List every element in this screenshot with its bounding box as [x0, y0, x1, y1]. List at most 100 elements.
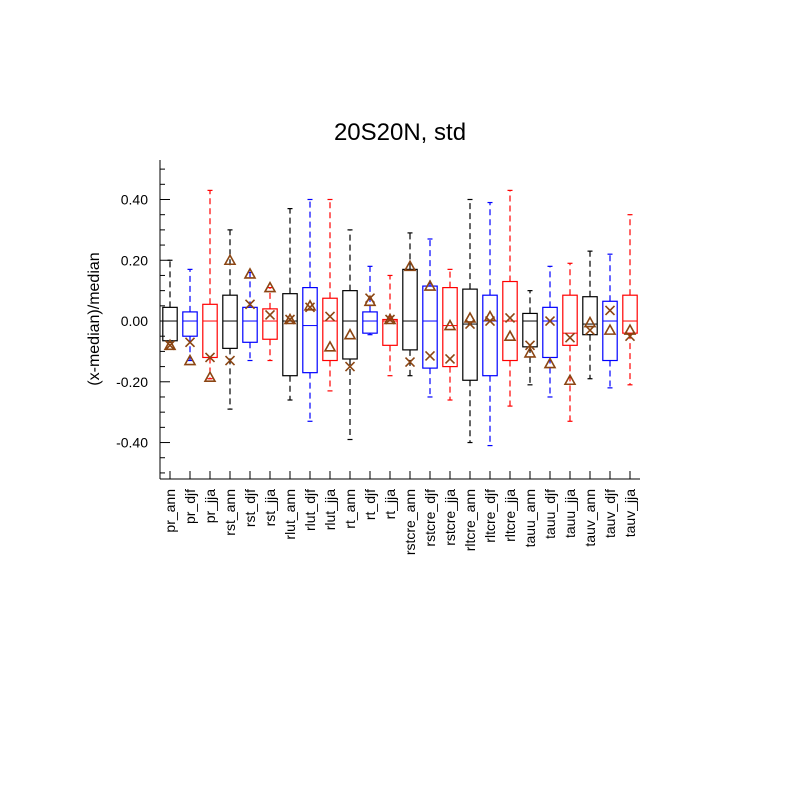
- box-body: [602, 300, 618, 362]
- x-marker-stroke-b: [244, 299, 256, 310]
- x-tick-label: rt_djf: [362, 489, 378, 520]
- y-axis-ticks: -0.40 -0.20 0.00 0.20 0.40: [116, 168, 170, 474]
- box-body: [322, 297, 338, 362]
- x-tick-label: rt_ann: [342, 489, 358, 529]
- box-rst_djf: [242, 267, 258, 362]
- x-tick-label: pr_jja: [202, 489, 218, 523]
- x-tick-label: rstcre_djf: [422, 489, 438, 547]
- x-marker-stroke-b: [324, 311, 336, 322]
- triangle-marker: [203, 370, 217, 383]
- triangle-marker: [543, 356, 557, 369]
- x-tick-label: rt_jja: [382, 489, 398, 520]
- triangle-marker: [463, 311, 477, 323]
- x-marker-stroke-b: [344, 361, 356, 372]
- axes-frame: [159, 160, 640, 480]
- y-axis-label: (x-median)/median: [86, 252, 103, 385]
- x-marker-stroke-b: [464, 318, 476, 330]
- box-rst_ann: [222, 229, 238, 410]
- x-marker-stroke-b: [164, 340, 176, 351]
- x-marker-stroke-b: [384, 314, 396, 325]
- x-tick-label: tauv_jja: [622, 489, 638, 537]
- x-tick-label: tauv_ann: [582, 489, 598, 547]
- triangle-marker: [163, 338, 177, 351]
- triangle-marker: [503, 329, 517, 342]
- box-tauv_jja: [622, 214, 638, 386]
- y-tick-label: 0.00: [121, 313, 148, 329]
- x-marker-stroke-b: [564, 332, 576, 343]
- x-marker-stroke-b: [404, 356, 416, 368]
- triangle-marker: [283, 312, 297, 325]
- x-tick-label: tauu_djf: [542, 489, 558, 539]
- triangle-marker: [603, 323, 617, 335]
- box-body: [202, 303, 218, 359]
- triangle-marker: [623, 323, 637, 335]
- box-body: [622, 294, 638, 334]
- box-series: [162, 189, 638, 447]
- box-tauv_djf: [602, 253, 618, 389]
- y-tick-label: -0.40: [116, 435, 148, 451]
- triangle-marker: [263, 280, 277, 293]
- x-tick-label: pr_djf: [182, 489, 198, 524]
- box-pr_ann: [162, 259, 178, 351]
- box-body: [362, 311, 378, 334]
- box-body: [402, 268, 418, 351]
- box-body: [302, 287, 318, 374]
- x-tick-label: tauv_djf: [602, 489, 618, 538]
- box-body: [262, 308, 278, 340]
- box-body: [342, 290, 358, 360]
- x-marker-stroke-b: [364, 293, 376, 304]
- box-rstcre_djf: [422, 238, 438, 398]
- x-marker-stroke-b: [544, 315, 556, 327]
- x-tick-label: pr_ann: [162, 489, 178, 533]
- box-body: [542, 306, 558, 359]
- triangle-marker: [323, 340, 337, 352]
- x-tick-label: rlut_jja: [322, 489, 338, 530]
- x-tick-label: rst_ann: [222, 489, 238, 536]
- y-tick-label: -0.20: [116, 374, 148, 390]
- triangle-marker: [223, 253, 237, 266]
- x-marker-stroke-b: [444, 353, 456, 365]
- box-body: [522, 312, 538, 348]
- y-tick-label: 0.40: [121, 191, 148, 207]
- x-tick-label: rltcre_djf: [482, 489, 498, 543]
- x-tick-label: rst_jja: [262, 489, 278, 527]
- x-marker-stroke-b: [264, 309, 276, 321]
- box-tauu_ann: [522, 290, 538, 386]
- y-tick-label: 0.20: [121, 252, 148, 268]
- triangle-marker: [483, 309, 497, 322]
- x-tick-label: rstcre_jja: [442, 489, 458, 546]
- box-body: [562, 294, 578, 346]
- box-body: [282, 293, 298, 377]
- x-marker-stroke-b: [284, 314, 296, 325]
- box-rt_djf: [362, 265, 378, 336]
- triangle-marker: [523, 346, 537, 358]
- triangle-marker: [243, 267, 257, 279]
- x-tick-label: tauu_jja: [562, 489, 578, 538]
- x-tick-label: tauu_ann: [522, 489, 538, 547]
- x-marker-stroke-b: [604, 305, 616, 316]
- x-tick-label: rltcre_ann: [462, 489, 478, 551]
- box-pr_djf: [182, 268, 198, 366]
- box-pr_jja: [202, 189, 218, 383]
- x-tick-label: rstcre_ann: [402, 489, 418, 555]
- box-body: [582, 296, 598, 336]
- triangle-marker: [443, 318, 457, 331]
- x-marker-stroke-b: [184, 337, 196, 348]
- box-rlut_ann: [282, 208, 298, 401]
- triangle-marker: [583, 315, 597, 328]
- x-tick-label: rlut_djf: [302, 489, 318, 531]
- x-axis-ticks: pr_ann pr_djf pr_jja rst_ann rst_djf rst_jja r…: [162, 471, 638, 555]
- box-rstcre_ann: [402, 232, 418, 377]
- x-marker-stroke-b: [504, 312, 516, 324]
- box-rltcre_jja: [502, 189, 518, 407]
- box-body: [442, 287, 458, 368]
- box-body: [482, 294, 498, 377]
- box-body: [422, 285, 438, 369]
- box-tauu_djf: [542, 265, 558, 398]
- box-rltcre_ann: [462, 198, 478, 444]
- triangle-marker: [183, 353, 197, 366]
- triangle-marker: [563, 373, 577, 386]
- x-marker-stroke-b: [584, 325, 596, 336]
- box-body: [462, 288, 478, 381]
- box-rt_jja: [382, 274, 398, 377]
